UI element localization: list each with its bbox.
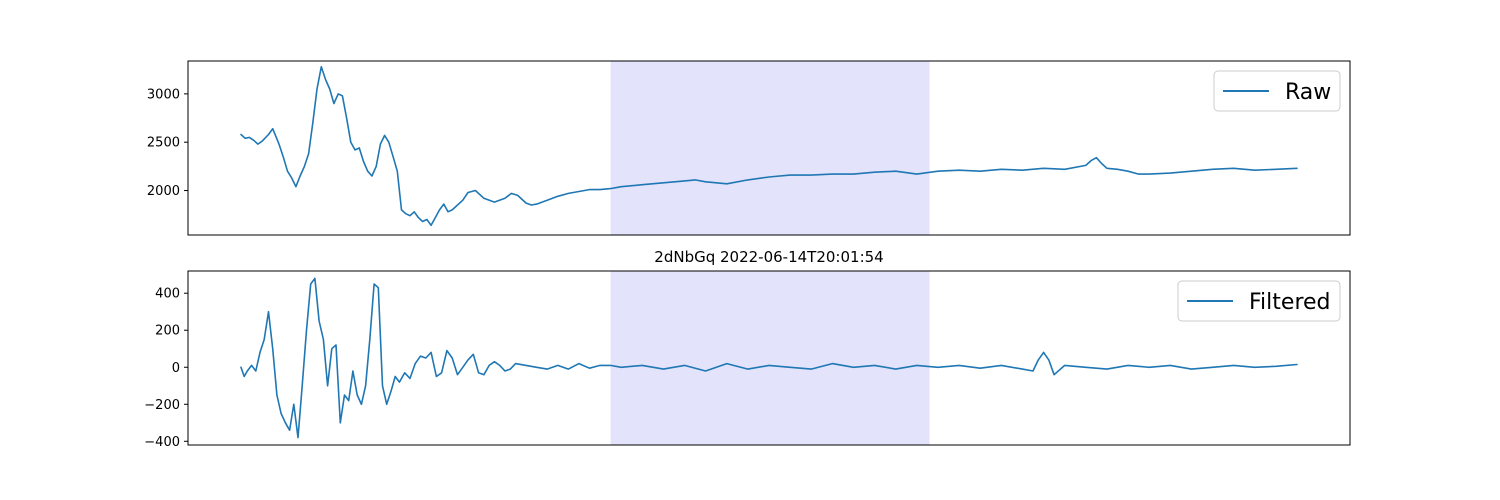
filtered-highlight-span: [610, 271, 930, 445]
raw-axes-frame: [187, 60, 1351, 236]
filtered-signal-panel: −400 −200 0 200 400 2dNbGq 2022-06-14T20:01:5…: [144, 248, 1351, 450]
filtered-axes-frame: [187, 270, 1351, 446]
filtered-legend-box: [1177, 280, 1341, 322]
filtered-panel-title: 2dNbGq 2022-06-14T20:01:54: [654, 248, 883, 266]
raw-legend: Raw: [1213, 70, 1341, 112]
raw-series-line-0: [240, 66, 1298, 227]
raw-signal-panel: 2000 2500 3000 Raw: [147, 60, 1351, 236]
raw-legend-label: Raw: [1285, 80, 1331, 105]
filtered-ytick-label-0: −400: [144, 435, 180, 450]
filtered-ytick-label-1: −200: [144, 398, 180, 413]
raw-highlight-span: [610, 61, 930, 235]
filtered-legend-label: Filtered: [1249, 290, 1331, 315]
raw-ytick-label-2: 3000: [147, 87, 180, 102]
filtered-ytick-label-2: 0: [172, 361, 180, 376]
filtered-legend: Filtered: [1177, 280, 1341, 322]
filtered-ytick-label-4: 400: [155, 287, 180, 302]
filtered-series-line-0: [240, 277, 1298, 439]
raw-legend-box: [1213, 70, 1341, 112]
raw-ytick-label-1: 2500: [147, 136, 180, 151]
filtered-ytick-label-3: 200: [155, 324, 180, 339]
raw-ytick-label-0: 2000: [147, 184, 180, 199]
